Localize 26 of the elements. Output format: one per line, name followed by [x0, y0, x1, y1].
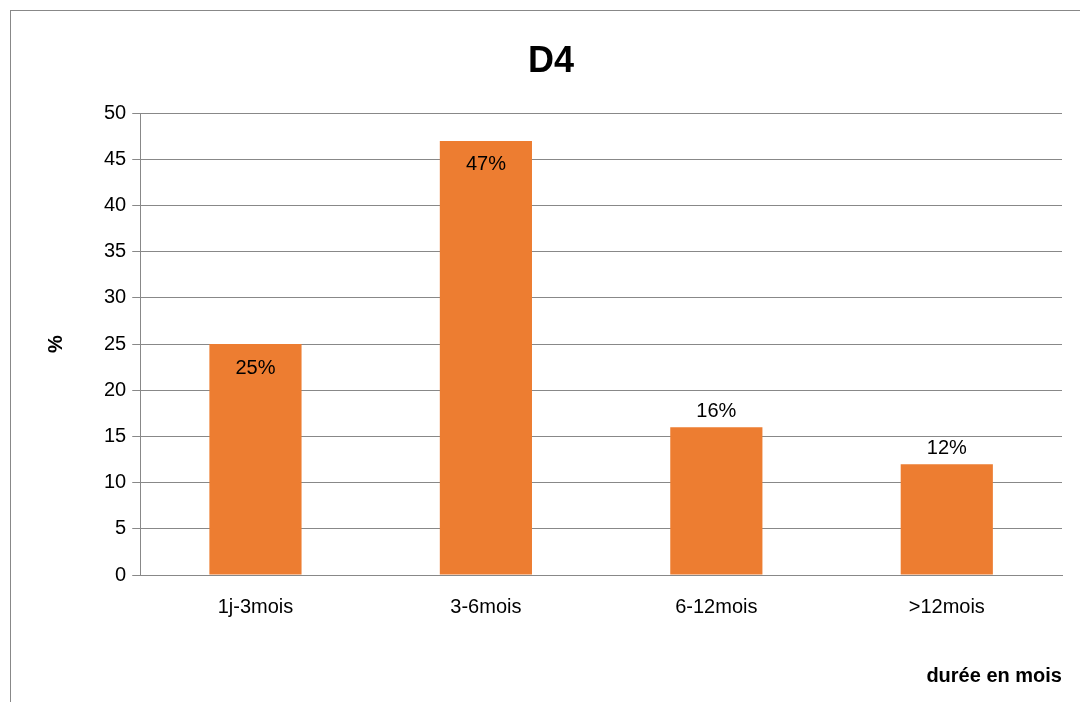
data-label: 47% — [465, 152, 507, 175]
data-label: 12% — [926, 435, 968, 458]
y-tick-label: 25 — [104, 331, 127, 354]
y-tick-label: 10 — [104, 470, 127, 493]
x-tick-label: 6-12mois — [675, 594, 758, 617]
y-axis-title: % — [43, 335, 66, 353]
y-tick-label: 45 — [104, 146, 127, 169]
data-label: 25% — [235, 355, 276, 378]
y-tick-label: 5 — [115, 516, 127, 539]
x-axis-title: durée en mois — [926, 663, 1062, 686]
bar — [439, 140, 532, 575]
y-tick-label: 15 — [104, 423, 127, 446]
x-tick-label: >12mois — [908, 594, 985, 617]
y-tick-label: 50 — [104, 100, 127, 123]
y-tick-label: 0 — [115, 562, 127, 585]
bar — [900, 464, 993, 575]
y-tick-label: 30 — [104, 285, 127, 308]
x-tick-label: 3-6mois — [450, 594, 522, 617]
chart-title: D4 — [527, 38, 575, 80]
y-tick-label: 35 — [104, 239, 127, 262]
x-tick-label: 1j-3mois — [217, 594, 294, 617]
data-label: 16% — [696, 398, 737, 421]
y-tick-label: 20 — [104, 377, 127, 400]
bar — [670, 427, 763, 575]
y-tick-label: 40 — [104, 193, 127, 216]
bar — [209, 344, 302, 575]
